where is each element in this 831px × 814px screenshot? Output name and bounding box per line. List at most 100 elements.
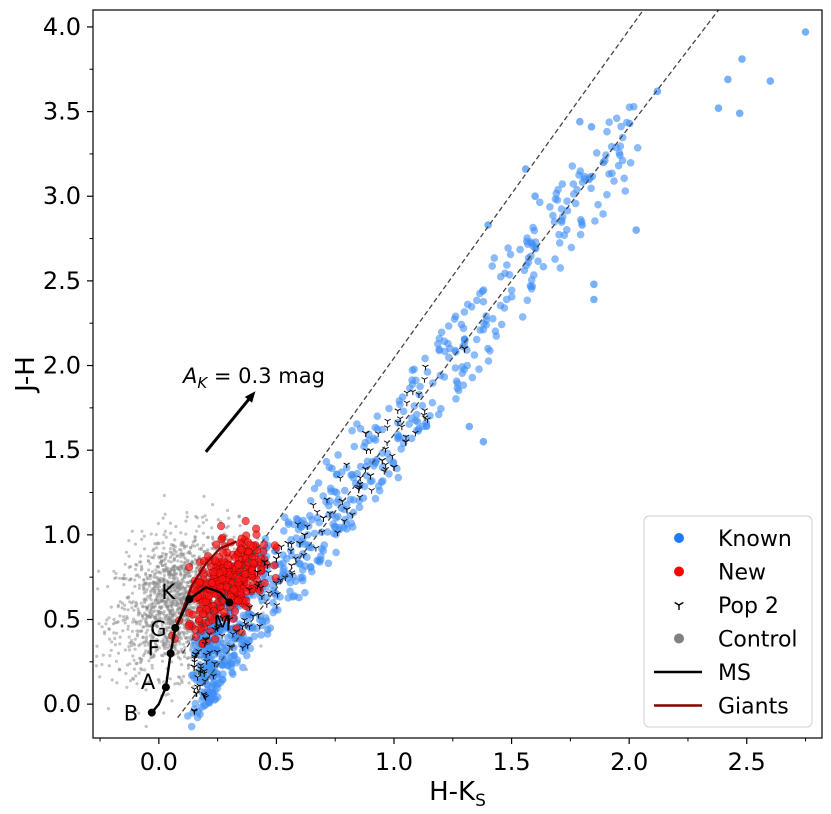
known-point [191,699,200,708]
pop2-point-stroke [255,580,259,584]
pop2-point-stroke [246,587,250,591]
pop2-point-stroke [197,662,202,666]
control-point [112,631,116,635]
control-point [164,555,168,559]
control-point [127,645,131,649]
control-point [185,636,189,640]
control-point [169,573,173,577]
control-point [181,563,186,567]
known-point [478,287,487,296]
control-point [179,541,183,545]
pop2-point-stroke [365,466,369,470]
control-point [182,674,186,679]
control-point [134,574,138,578]
control-point [182,633,186,637]
new-point [252,530,261,539]
known-point [632,226,640,234]
pop2-point [233,629,241,635]
pop2-point-stroke [192,691,197,694]
pop2-point-stroke [257,569,262,573]
known-point [599,210,607,218]
pop2-point-stroke [312,545,317,549]
known-point [531,238,540,246]
known-point [621,187,630,195]
known-point [410,402,419,410]
control-point [111,622,115,626]
pop2-point-stroke [402,434,407,438]
known-point [338,468,346,477]
control-point [177,631,181,636]
y-tick-label: 3.5 [43,98,81,126]
pop2-point [246,587,253,594]
control-point [151,580,155,584]
control-point [171,601,176,605]
pop2-point-stroke [365,430,370,434]
control-point [185,510,189,515]
known-point [590,280,598,289]
control-point [110,678,114,682]
control-point [193,544,197,548]
pop2-point-stroke [233,629,237,632]
known-point [610,177,618,185]
known-point [423,368,432,376]
known-point [576,167,585,175]
control-point [162,711,166,715]
pop2-point-stroke [200,670,204,673]
control-point [177,566,181,570]
control-point [118,614,122,618]
known-point [371,436,380,444]
control-point [137,575,141,579]
pop2-point-stroke [193,708,198,711]
control-point [117,667,121,671]
control-point [97,622,101,626]
control-point [156,565,160,569]
control-point [193,538,197,542]
control-point [125,685,129,689]
control-point [152,605,156,609]
known-point [549,211,557,220]
known-point [479,297,488,306]
control-point [180,663,184,667]
pop2-point-stroke [323,515,328,519]
control-point [151,630,155,634]
known-point [605,118,613,126]
known-point [292,534,301,542]
control-point [164,592,168,596]
known-point [470,351,479,359]
known-point [496,301,505,310]
control-point [176,651,181,655]
control-point [145,608,149,612]
control-point [134,708,138,712]
x-tick-label: 1.5 [493,748,531,776]
pop2-point-stroke [205,652,210,656]
legend-marker [674,533,684,543]
new-point [198,609,207,618]
control-point [151,589,155,593]
pop2-point-stroke [394,408,398,411]
pop2-point-stroke [194,675,198,678]
ms-marker-label: B [124,702,138,726]
new-point [244,547,253,557]
pop2-point-stroke [247,643,251,646]
control-point [137,711,141,715]
known-point [633,144,642,152]
control-point [144,631,148,635]
control-point [139,568,143,572]
new-point [219,548,228,558]
pop2-point-stroke [304,532,309,536]
control-point [125,615,129,619]
control-point [154,568,158,572]
pop2-point [206,650,214,656]
known-point [326,484,335,493]
pop2-point-stroke [264,559,269,563]
pop2-point [382,467,389,473]
known-point [360,482,369,491]
pop2-point [275,551,282,558]
control-point [165,588,169,593]
control-point [184,519,188,523]
pop2-point [412,430,419,437]
pop2-point-stroke [292,572,296,576]
pop2-point-stroke [261,594,266,597]
control-point [163,567,167,572]
